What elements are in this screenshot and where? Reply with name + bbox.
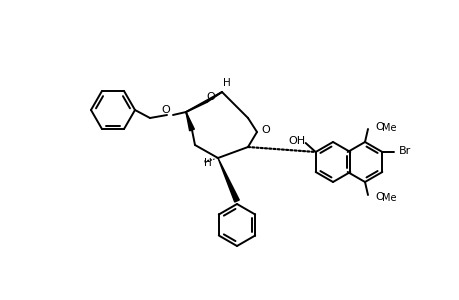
Text: H: H [204,158,212,168]
Text: O: O [375,192,384,202]
Text: O: O [261,125,270,135]
Text: Me: Me [381,193,395,203]
Text: H: H [223,78,230,88]
Text: Br: Br [398,146,410,156]
Text: O: O [375,122,384,132]
Text: OH: OH [287,136,305,146]
Text: O: O [206,92,215,102]
Text: Me: Me [381,123,395,133]
Polygon shape [218,158,239,202]
Polygon shape [185,112,194,131]
Text: O: O [161,105,170,115]
